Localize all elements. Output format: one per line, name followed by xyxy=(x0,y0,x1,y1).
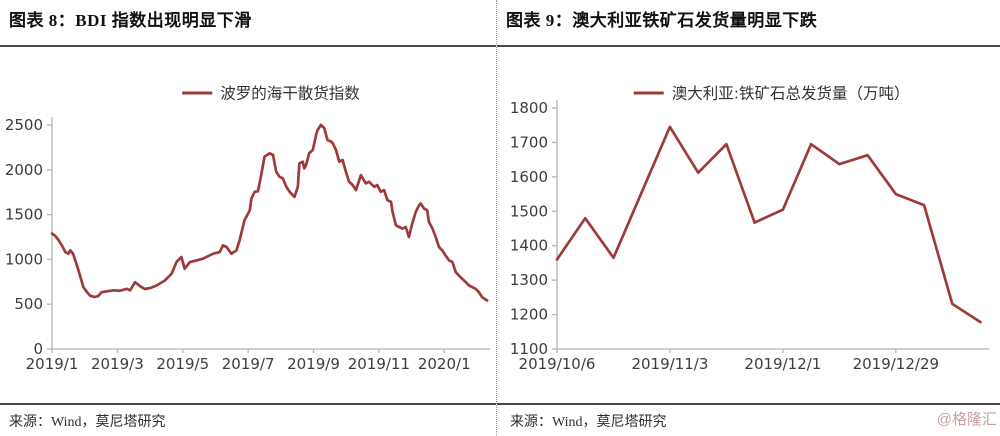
iron-ore-line-chart: 1100 1200 1300 1400 1500 1600 1700 1800 2019/10/… xyxy=(510,85,989,373)
chart-title-bdi: 图表 8：BDI 指数出现明显下滑 xyxy=(0,0,496,47)
y-tick-label: 1800 xyxy=(510,99,548,117)
y-tick-label: 1300 xyxy=(510,271,548,289)
x-tick-label: 2019/1 xyxy=(26,355,79,373)
legend-label: 澳大利亚:铁矿石总发货量（万吨） xyxy=(672,85,910,103)
y-tick-label: 1400 xyxy=(510,237,548,255)
source-note-left: 来源：Wind，莫尼塔研究 xyxy=(0,403,496,436)
y-tick-label: 1000 xyxy=(5,250,43,268)
x-tick-label: 2019/9 xyxy=(287,355,340,373)
x-tick-label: 2020/1 xyxy=(418,355,471,373)
bdi-line-chart: 0 500 1000 1500 2000 2500 2019/1 2019/3 2019/5 20… xyxy=(5,85,490,373)
y-tick-label: 2000 xyxy=(5,161,43,179)
y-tick-label: 2500 xyxy=(5,116,43,134)
x-tick-label: 2019/3 xyxy=(91,355,144,373)
gelonghui-watermark: @格隆汇 xyxy=(936,411,997,428)
chart-title-iron-ore: 图表 9：澳大利亚铁矿石发货量明显下跌 xyxy=(497,0,1000,47)
y-tick-label: 1200 xyxy=(510,306,548,324)
x-tick-label: 2019/11/3 xyxy=(631,355,708,373)
legend-label: 波罗的海干散货指数 xyxy=(220,85,360,103)
x-tick-label: 2019/12/1 xyxy=(744,355,821,373)
x-tick-label: 2019/7 xyxy=(222,355,275,373)
source-note-right: 来源：Wind，莫尼塔研究 xyxy=(497,403,1000,436)
y-tick-label: 500 xyxy=(14,295,43,313)
y-tick-label: 1600 xyxy=(510,168,548,186)
iron-ore-chart-panel: 图表 9：澳大利亚铁矿石发货量明显下跌 1100 1200 1300 1400 1500… xyxy=(497,0,1000,436)
x-tick-label: 2019/5 xyxy=(156,355,209,373)
y-tick-label: 1700 xyxy=(510,133,548,151)
y-tick-label: 1100 xyxy=(510,340,548,358)
bdi-chart-panel: 图表 8：BDI 指数出现明显下滑 0 500 1000 1500 2000 2500 20… xyxy=(0,0,497,436)
x-tick-label: 2019/10/6 xyxy=(519,355,596,373)
y-tick-label: 0 xyxy=(33,340,43,358)
data-series-line xyxy=(555,125,982,324)
x-tick-label: 2019/11 xyxy=(348,355,410,373)
data-series-line xyxy=(50,123,489,302)
x-tick-label: 2019/12/29 xyxy=(853,355,939,373)
y-tick-label: 1500 xyxy=(5,206,43,224)
y-tick-label: 1500 xyxy=(510,202,548,220)
